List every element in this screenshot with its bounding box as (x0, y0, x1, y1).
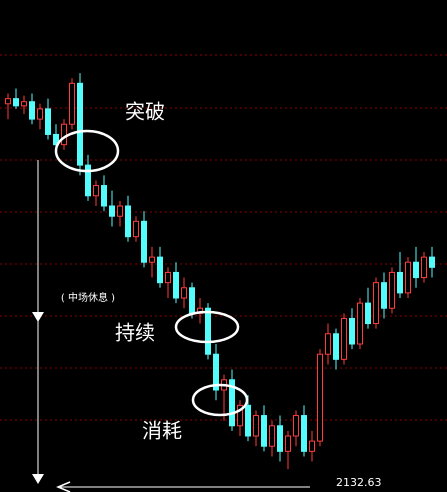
candle-body (141, 220, 147, 263)
grid (0, 54, 447, 421)
annotation: ( 中场休息 ) (61, 291, 115, 304)
annotation: 持续 (115, 321, 155, 345)
candle-body (349, 317, 355, 345)
candle-body (285, 435, 291, 452)
candle-body (5, 98, 11, 105)
candle-body (149, 256, 155, 263)
arrow-head (56, 481, 71, 492)
candle-body (29, 101, 35, 120)
candle-body (293, 415, 299, 437)
candle-body (317, 353, 323, 442)
candle-body (333, 333, 339, 360)
candle-body (173, 271, 179, 299)
candle-body (269, 425, 275, 447)
candle-body (213, 353, 219, 391)
candle-body (133, 220, 139, 238)
candle-body (253, 415, 259, 437)
candle-body (85, 164, 91, 197)
candle-body (229, 379, 235, 427)
candle-body (181, 287, 187, 299)
candle-body (341, 317, 347, 360)
circle (54, 129, 120, 173)
candle-body (13, 98, 19, 107)
overlay (32, 129, 310, 492)
candle-body (125, 205, 131, 238)
annotation: 消耗 (142, 419, 182, 443)
candle-body (429, 256, 435, 268)
candle-body (397, 271, 403, 294)
arrow-head (32, 312, 44, 322)
low-label: 2132.63 (336, 476, 382, 489)
candle-body (277, 425, 283, 452)
arrow-head (32, 474, 44, 484)
candle-body (117, 205, 123, 217)
candle-body (413, 261, 419, 279)
candle-body (77, 82, 83, 166)
candle-body (157, 256, 163, 284)
candle-body (37, 108, 43, 120)
candle-body (93, 185, 99, 197)
candle-body (53, 133, 59, 146)
candle-body (357, 302, 363, 345)
candle-body (405, 261, 411, 294)
circle (191, 383, 249, 417)
candle-body (365, 302, 371, 325)
candle-body (381, 282, 387, 309)
candle-body (45, 108, 51, 135)
candle-body (205, 307, 211, 355)
candle-body (237, 404, 243, 427)
annotation: 突破 (125, 100, 165, 124)
candle-body (165, 271, 171, 284)
candle-body (109, 205, 115, 217)
candle-body (261, 415, 267, 447)
candle-body (61, 123, 67, 146)
candle-body (189, 287, 195, 314)
candle-body (421, 256, 427, 279)
candle-body (325, 333, 331, 355)
candle-body (389, 271, 395, 309)
circle (174, 310, 240, 344)
candle-body (69, 82, 75, 125)
candle-body (301, 415, 307, 452)
candle-body (373, 282, 379, 325)
candle-body (101, 185, 107, 207)
candle-body (309, 440, 315, 452)
candle-body (21, 101, 27, 107)
candles (5, 73, 435, 470)
candle-body (245, 404, 251, 437)
